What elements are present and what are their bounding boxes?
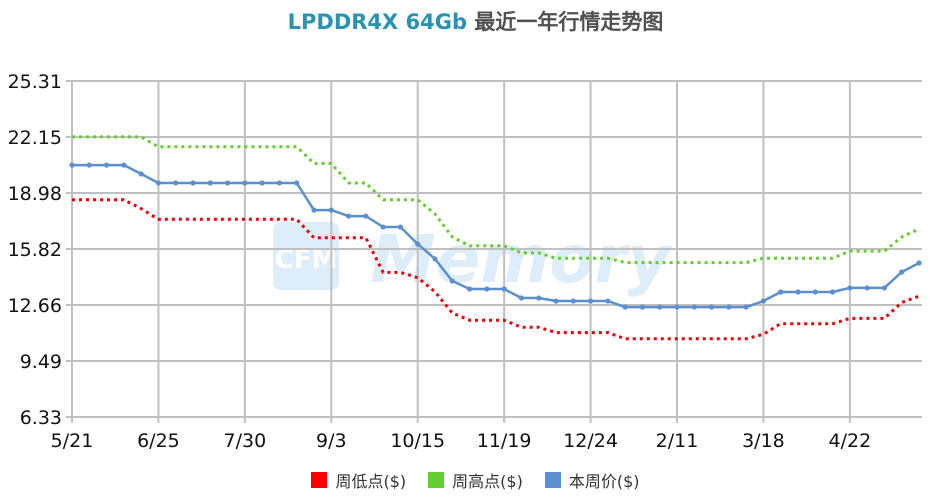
watermark-logo-icon: [273, 222, 339, 290]
legend-swatch-blue-icon: [544, 472, 561, 488]
data-point: [501, 286, 507, 292]
data-point: [397, 224, 404, 230]
data-point: [864, 285, 870, 291]
data-point: [553, 298, 559, 304]
data-point: [916, 260, 922, 266]
chart-title-subtitle: 最近一年行情走势图: [474, 10, 664, 34]
x-axis-tick-label: 10/15: [390, 430, 445, 452]
legend-item-weekly-low[interactable]: 周低点($): [311, 468, 406, 492]
data-point: [311, 207, 317, 213]
x-axis-tick-label: 9/3: [316, 430, 347, 452]
series-weekly-low: [72, 198, 920, 341]
data-point: [829, 289, 836, 295]
data-point: [708, 304, 715, 310]
data-point: [639, 304, 646, 310]
data-point: [86, 162, 92, 168]
x-axis-tick-label: 11/19: [477, 430, 532, 452]
data-point: [259, 180, 265, 186]
data-point: [881, 285, 888, 291]
data-point: [363, 213, 369, 219]
data-point: [674, 304, 680, 310]
y-axis-tick-label: 18.98: [8, 183, 62, 205]
x-axis-tick-label: 4/22: [829, 430, 872, 452]
data-point: [190, 180, 196, 186]
legend-item-weekly-high[interactable]: 周高点($): [428, 468, 523, 492]
data-point: [622, 304, 628, 310]
data-point: [587, 298, 594, 304]
data-point: [570, 298, 576, 304]
y-axis-tick-label: 6.33: [20, 407, 62, 429]
chart-title-product: LPDDR4X 64Gb: [287, 10, 468, 34]
data-point: [536, 295, 542, 301]
data-point: [657, 304, 663, 310]
chart-legend: 周低点($) 周高点($) 本周价($): [0, 468, 951, 492]
data-point: [207, 180, 213, 186]
data-point: [795, 289, 801, 295]
x-axis-tick-label: 3/18: [742, 430, 785, 452]
y-axis-tick-label: 25.31: [8, 71, 62, 93]
data-point: [224, 180, 231, 186]
x-axis-tick-label: 12/24: [563, 430, 618, 452]
data-point: [121, 162, 127, 168]
y-axis-tick-label: 15.82: [8, 239, 62, 261]
data-point: [899, 269, 905, 275]
data-point: [415, 241, 421, 247]
data-point: [69, 162, 75, 168]
chart-title: LPDDR4X 64Gb 最近一年行情走势图: [0, 6, 951, 36]
data-point: [466, 286, 473, 292]
legend-swatch-green-icon: [428, 472, 445, 488]
data-point: [691, 304, 697, 310]
legend-item-weekly-price[interactable]: 本周价($): [544, 468, 640, 492]
x-axis-tick-label: 7/30: [224, 430, 267, 452]
legend-label: 周高点($): [452, 472, 523, 491]
y-axis-tick-label: 22.15: [8, 127, 62, 149]
data-point: [432, 256, 438, 262]
data-point: [760, 298, 767, 304]
legend-label: 本周价($): [568, 472, 640, 491]
data-point: [103, 162, 110, 168]
x-axis-tick-label: 6/25: [137, 430, 180, 452]
legend-label: 周低点($): [335, 472, 407, 491]
y-axis-tick-label: 9.49: [20, 351, 62, 373]
legend-swatch-red-icon: [311, 472, 328, 488]
data-point: [726, 304, 732, 310]
data-point: [276, 180, 283, 186]
data-point: [138, 171, 144, 177]
data-point: [605, 298, 611, 304]
data-point: [294, 180, 300, 186]
data-point: [518, 295, 525, 301]
x-axis-tick-label: 5/21: [51, 430, 94, 452]
data-point: [743, 304, 749, 310]
data-point: [812, 289, 818, 295]
data-point: [778, 289, 784, 295]
data-point: [328, 207, 334, 213]
data-point: [242, 180, 248, 186]
data-point: [345, 213, 352, 219]
watermark-text: Memory: [370, 221, 673, 298]
data-point: [155, 180, 162, 186]
series-weekly-price: [72, 163, 920, 309]
data-point: [847, 285, 853, 291]
data-point: [449, 278, 455, 284]
data-point: [380, 224, 386, 230]
y-axis-tick-label: 12.66: [8, 295, 62, 317]
x-axis-tick-label: 2/11: [656, 430, 699, 452]
data-point: [173, 180, 179, 186]
data-point: [484, 286, 490, 292]
